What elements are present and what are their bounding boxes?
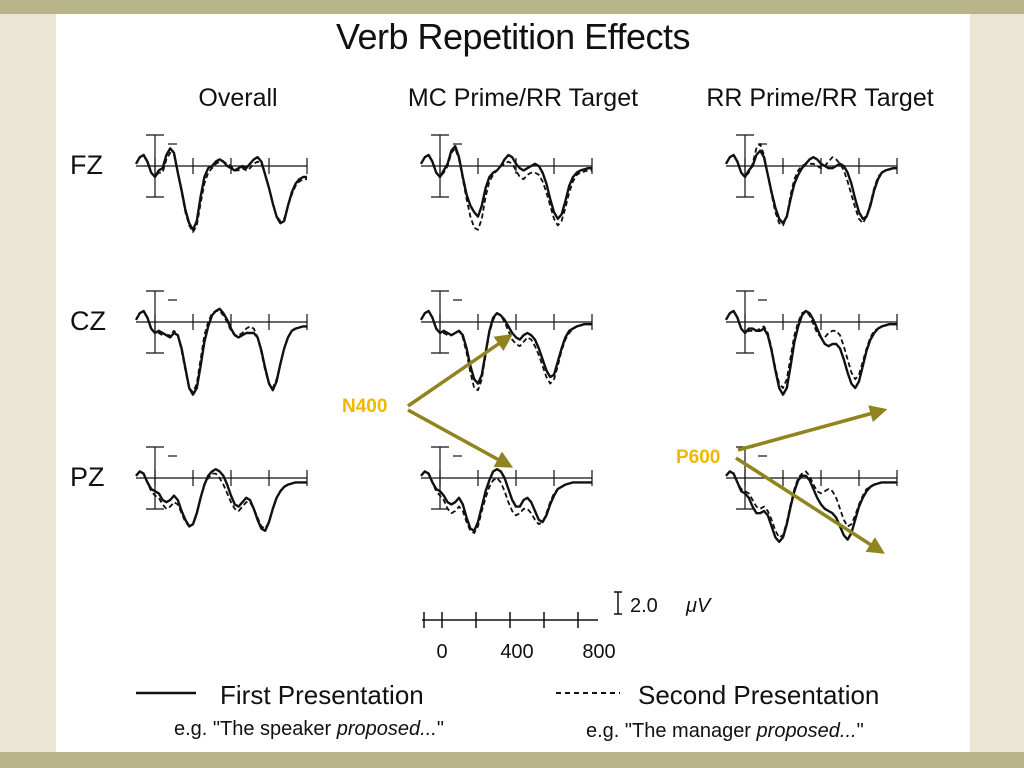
component-annotations: N400 P600 bbox=[342, 334, 888, 554]
column-header-overall: Overall bbox=[198, 84, 278, 112]
erp-panel-rr-prime-rr-target-pz bbox=[725, 446, 898, 543]
scale-tick-label: 400 bbox=[500, 641, 533, 663]
erp-panel-rr-prime-rr-target-cz bbox=[724, 290, 898, 396]
legend-first-label: First Presentation bbox=[220, 680, 424, 710]
amplitude-scale-label: 2.0 bbox=[630, 595, 658, 617]
chart-title: Verb Repetition Effects bbox=[335, 16, 691, 57]
p600-arrow-cz bbox=[737, 405, 888, 452]
erp-panel-mc-prime-rr-target-pz bbox=[420, 446, 593, 534]
legend-second-label: Second Presentation bbox=[638, 680, 880, 710]
second-presentation-waveform bbox=[725, 470, 897, 539]
row-label-cz: CZ bbox=[70, 306, 106, 336]
n400-label: N400 bbox=[342, 396, 387, 417]
erp-panel-overall-fz bbox=[134, 134, 308, 233]
p600-label: P600 bbox=[676, 447, 720, 468]
slide-panel bbox=[56, 14, 970, 754]
erp-panel-overall-cz bbox=[134, 290, 308, 396]
background-band-top bbox=[0, 0, 1024, 14]
erp-panel-mc-prime-rr-target-fz bbox=[419, 134, 593, 231]
n400-arrow-pz bbox=[407, 408, 514, 468]
second-presentation-waveform bbox=[420, 470, 592, 534]
amplitude-unit-label: μV bbox=[685, 595, 712, 617]
first-presentation-waveform bbox=[419, 309, 592, 385]
erp-panel-mc-prime-rr-target-cz bbox=[419, 290, 593, 392]
second-presentation-waveform bbox=[725, 310, 897, 389]
legend-first-example: e.g. "The speaker proposed..." bbox=[174, 718, 444, 740]
n400-arrow-cz bbox=[407, 334, 513, 408]
scale-bar: 0 400 800 2.0 μV bbox=[422, 591, 712, 663]
column-header-rr-prime: RR Prime/RR Target bbox=[706, 84, 934, 112]
scale-tick-label: 0 bbox=[436, 641, 447, 663]
row-label-fz: FZ bbox=[70, 150, 103, 180]
second-presentation-waveform bbox=[135, 310, 307, 394]
first-presentation-waveform bbox=[134, 147, 307, 231]
background-band-bottom bbox=[0, 752, 1024, 768]
second-presentation-waveform bbox=[420, 310, 592, 392]
erp-panel-rr-prime-rr-target-fz bbox=[724, 134, 898, 227]
first-presentation-waveform bbox=[419, 145, 592, 220]
row-label-pz: PZ bbox=[70, 462, 105, 492]
scale-tick-label: 800 bbox=[582, 641, 615, 663]
legend-second-example: e.g. "The manager proposed..." bbox=[586, 720, 864, 742]
erp-panels bbox=[134, 134, 898, 543]
second-presentation-waveform bbox=[135, 470, 307, 530]
column-header-mc-prime: MC Prime/RR Target bbox=[407, 84, 639, 112]
first-presentation-waveform bbox=[725, 470, 897, 543]
first-presentation-waveform bbox=[724, 149, 897, 225]
second-presentation-waveform bbox=[135, 151, 307, 233]
erp-panel-overall-pz bbox=[135, 446, 308, 532]
second-presentation-waveform bbox=[725, 143, 897, 227]
p600-arrow-pz bbox=[735, 456, 885, 554]
second-presentation-waveform bbox=[420, 147, 592, 231]
first-presentation-waveform bbox=[724, 309, 897, 396]
